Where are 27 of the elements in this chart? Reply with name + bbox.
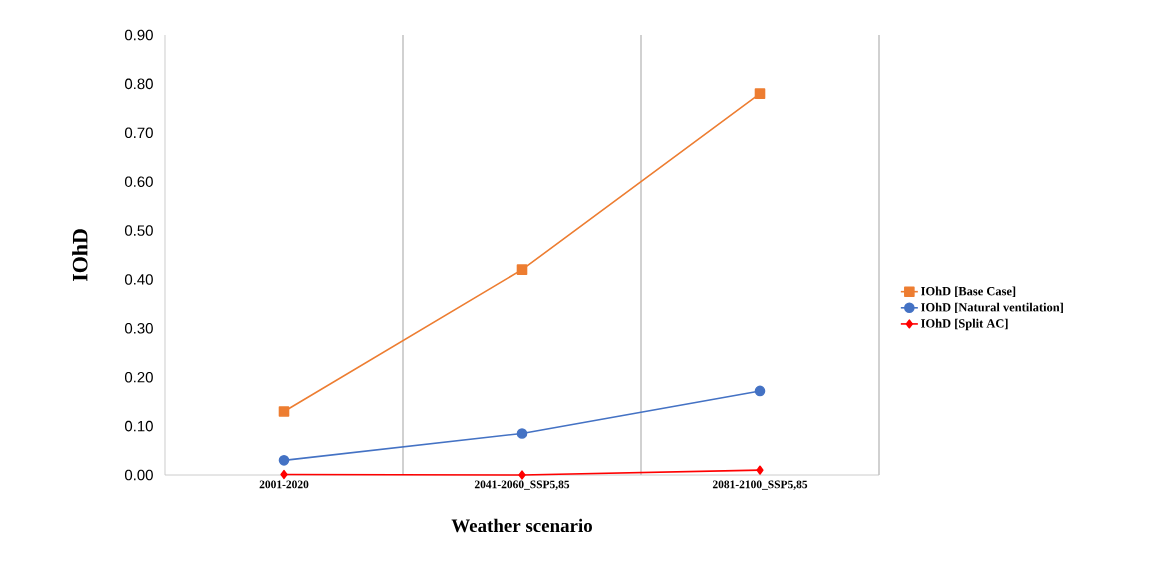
point	[278, 455, 290, 466]
point	[280, 469, 288, 480]
y-tick-label: 0.10	[124, 420, 153, 432]
point	[518, 470, 526, 480]
y-tick-label: 0.70	[124, 127, 153, 139]
y-tick-label: 0.30	[124, 323, 153, 334]
legend-label: IOhD [Base Case]	[921, 286, 1016, 297]
legend-label: IOhD [Split AC]	[921, 318, 1008, 331]
y-tick-label: 0.90	[124, 29, 153, 41]
y-axis-title: IOhD	[72, 229, 88, 282]
y-tick-label: 0.60	[124, 176, 153, 187]
y-tick-label: 0.40	[124, 274, 153, 285]
point	[278, 406, 290, 417]
point	[516, 428, 528, 439]
point	[754, 88, 766, 99]
y-tick-label: 0.80	[124, 78, 153, 90]
x-tick-label: 2081-2100_SSP5,85	[712, 480, 808, 490]
y-tick-label: 0.00	[124, 469, 153, 481]
x-tick-label: 2041-2060_SSP5,85	[474, 480, 570, 490]
x-tick-label: 2001-2020	[259, 480, 309, 489]
x-axis-title: Weather scenario	[451, 518, 592, 533]
legend-label: IOhD [Natural ventilation]	[921, 302, 1063, 314]
point	[756, 465, 764, 475]
y-tick-label: 0.50	[124, 225, 153, 236]
point	[754, 385, 766, 397]
point	[516, 264, 528, 275]
y-tick-label: 0.20	[124, 371, 153, 383]
